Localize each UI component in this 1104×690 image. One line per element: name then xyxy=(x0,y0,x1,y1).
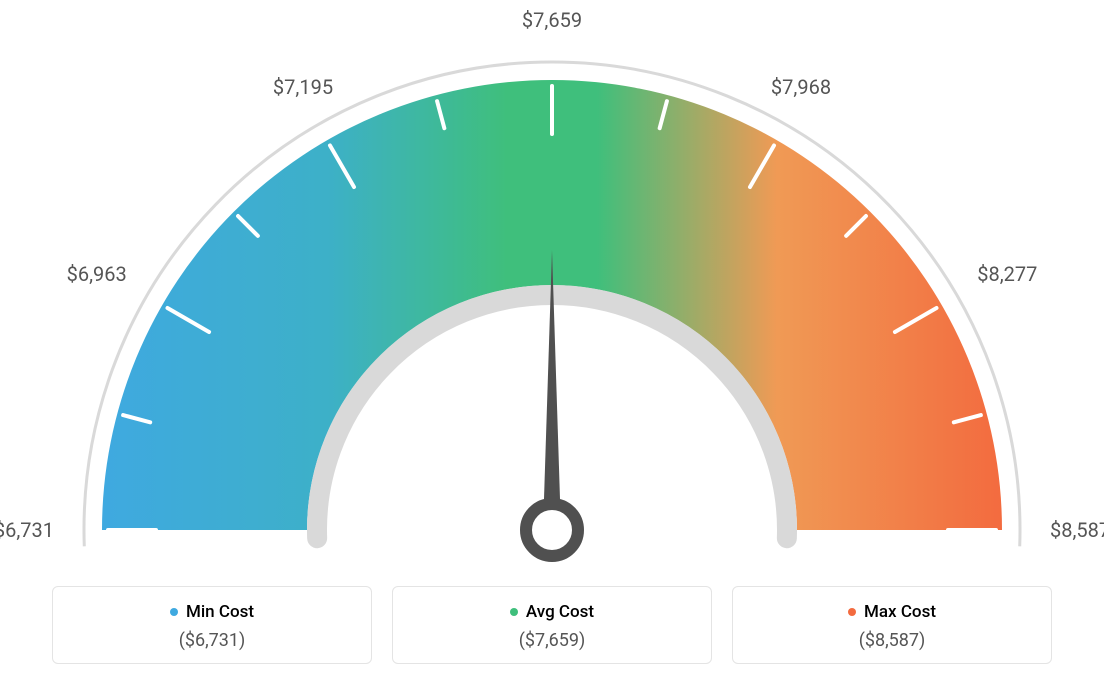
legend-card-avg: Avg Cost ($7,659) xyxy=(392,586,712,664)
legend-card-min: Min Cost ($6,731) xyxy=(52,586,372,664)
gauge-tick-label: $8,587 xyxy=(1050,518,1104,542)
gauge-tick-label: $7,659 xyxy=(522,8,582,32)
gauge-tick-label: $7,195 xyxy=(273,75,333,99)
legend-card-max: Max Cost ($8,587) xyxy=(732,586,1052,664)
dot-max xyxy=(848,608,856,616)
legend-value-max: ($8,587) xyxy=(733,630,1051,651)
gauge-tick-label: $6,731 xyxy=(0,518,54,542)
dot-avg xyxy=(510,608,518,616)
gauge-chart: $6,731 $6,963 $7,195 $7,659 $7,968 $8,277 $8,5… xyxy=(0,0,1104,570)
legend-value-avg: ($7,659) xyxy=(393,630,711,651)
legend-value-min: ($6,731) xyxy=(53,630,371,651)
dot-min xyxy=(170,608,178,616)
legend-label-max: Max Cost xyxy=(864,602,936,622)
legend-row: Min Cost ($6,731) Avg Cost ($7,659) Max … xyxy=(52,586,1052,664)
legend-label-avg: Avg Cost xyxy=(526,602,594,622)
legend-label-min: Min Cost xyxy=(186,602,254,622)
gauge-tick-label: $7,968 xyxy=(771,75,831,99)
gauge-tick-label: $6,963 xyxy=(67,262,127,286)
gauge-tick-label: $8,277 xyxy=(977,262,1037,286)
